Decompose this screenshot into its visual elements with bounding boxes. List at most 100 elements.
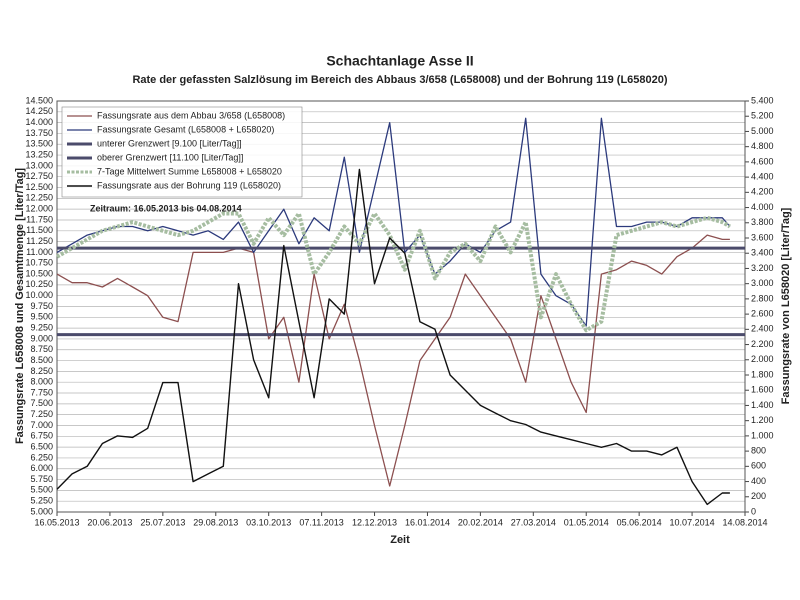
y-tick-label: 10.500	[25, 268, 53, 278]
y-tick-label: 13.500	[25, 139, 53, 149]
x-tick-label: 27.03.2014	[511, 517, 556, 527]
legend-label: oberer Grenzwert [11.100 [Liter/Tag]]	[97, 152, 243, 162]
y-tick-label: 6.500	[30, 441, 53, 451]
y2-tick-label: 3.600	[751, 232, 774, 242]
y-tick-label: 7.750	[30, 387, 53, 397]
chart-subtitle: Rate der gefassten Salzlösung im Bereich…	[132, 74, 667, 86]
x-tick-label: 20.02.2014	[458, 517, 503, 527]
y-tick-label: 10.750	[25, 258, 53, 268]
y2-tick-label: 1.800	[751, 369, 774, 379]
y-tick-label: 8.250	[30, 366, 53, 376]
y2-tick-label: 1.600	[751, 385, 774, 395]
x-tick-label: 01.05.2014	[564, 517, 609, 527]
y-axis-label: Fassungsrate L658008 und Gesamtmenge [Li…	[14, 168, 26, 444]
y2-tick-label: 5.400	[751, 95, 774, 105]
y-tick-label: 10.250	[25, 279, 53, 289]
y-tick-label: 9.000	[30, 333, 53, 343]
x-tick-label: 14.08.2014	[722, 517, 767, 527]
y2-tick-label: 400	[751, 476, 766, 486]
x-axis-label: Zeit	[390, 534, 410, 546]
legend-box	[61, 106, 303, 198]
y-tick-label: 12.750	[25, 171, 53, 181]
y2-tick-label: 200	[751, 491, 766, 501]
series-line	[56, 117, 731, 327]
y2-tick-label: 2.200	[751, 339, 774, 349]
series-line	[56, 234, 730, 487]
x-tick-label: 16.01.2014	[405, 517, 450, 527]
y-tick-label: 5.500	[30, 485, 53, 495]
y2-tick-label: 5.200	[751, 111, 774, 121]
y-tick-label: 9.500	[30, 312, 53, 322]
y2-tick-label: 4.400	[751, 171, 774, 181]
y-tick-label: 11.000	[26, 247, 53, 257]
y-tick-label: 5.750	[30, 474, 53, 484]
y-tick-label: 8.000	[30, 377, 53, 387]
x-tick-label: 25.07.2013	[140, 517, 185, 527]
y-tick-label: 12.000	[25, 204, 53, 214]
y-tick-label: 13.750	[25, 128, 53, 138]
y-tick-label: 8.500	[30, 355, 53, 365]
y2-axis-label: Fassungsrate von L658020 [Liter/Tag]	[780, 207, 792, 404]
y2-tick-label: 2.400	[751, 324, 774, 334]
x-tick-label: 20.06.2013	[87, 517, 132, 527]
legend-label: Fassungsrate Gesamt (L658008 + L658020)	[97, 124, 274, 134]
y-tick-label: 13.250	[25, 149, 53, 159]
y-tick-label: 14.000	[25, 117, 53, 127]
series-line	[56, 211, 731, 333]
y-tick-label: 7.500	[30, 398, 53, 408]
x-tick-label: 10.07.2014	[670, 517, 715, 527]
y-tick-label: 9.250	[30, 323, 53, 333]
y2-tick-label: 600	[751, 461, 766, 471]
y-tick-label: 8.750	[30, 344, 53, 354]
x-tick-label: 03.10.2013	[246, 517, 291, 527]
chart-title: Schachtanlage Asse II	[326, 53, 473, 69]
y-tick-label: 5.000	[30, 506, 53, 516]
y-tick-label: 12.500	[25, 182, 53, 192]
legend-label: unterer Grenzwert [9.100 [Liter/Tag]]	[97, 138, 242, 148]
y-tick-label: 7.250	[30, 409, 53, 419]
legend-label: 7-Tage Mittelwert Summe L658008 + L65802…	[97, 166, 282, 176]
y-tick-label: 11.750	[26, 214, 53, 224]
y-tick-label: 12.250	[25, 193, 53, 203]
y2-tick-label: 1.000	[751, 430, 774, 440]
y2-tick-label: 2.600	[751, 308, 774, 318]
y2-tick-label: 5.000	[751, 126, 774, 136]
x-tick-label: 07.11.2013	[299, 517, 343, 527]
y-tick-label: 11.500	[26, 225, 53, 235]
x-tick-label: 05.06.2014	[617, 517, 662, 527]
x-tick-label: 12.12.2013	[352, 517, 397, 527]
x-tick-label: 16.05.2013	[34, 517, 79, 527]
y-tick-label: 11.250	[26, 236, 53, 246]
y2-tick-label: 3.000	[751, 278, 774, 288]
y2-tick-label: 1.400	[751, 400, 774, 410]
y-tick-label: 14.500	[25, 95, 53, 105]
y-tick-label: 6.250	[30, 452, 53, 462]
y2-tick-label: 4.800	[751, 141, 774, 151]
y2-tick-label: 3.400	[751, 248, 774, 258]
legend-label: Fassungsrate aus der Bohrung 119 (L65802…	[97, 180, 281, 190]
y-tick-label: 9.750	[30, 301, 53, 311]
y-tick-label: 6.000	[30, 463, 53, 473]
y2-tick-label: 2.800	[751, 293, 774, 303]
y2-tick-label: 4.600	[751, 156, 774, 166]
series-line	[56, 168, 730, 506]
y-tick-label: 5.250	[30, 496, 53, 506]
y-tick-label: 13.000	[25, 160, 53, 170]
y2-tick-label: 3.200	[751, 263, 774, 273]
annotation: Zeitraum: 16.05.2013 bis 04.08.2014	[90, 203, 242, 213]
y2-tick-label: 800	[751, 445, 766, 455]
plot-frame	[56, 100, 746, 513]
y-tick-label: 14.250	[25, 106, 53, 116]
y-tick-label: 10.000	[25, 290, 53, 300]
y2-tick-label: 1.200	[751, 415, 774, 425]
y2-tick-label: 3.800	[751, 217, 774, 227]
y2-tick-label: 0	[751, 506, 756, 516]
y-tick-label: 6.750	[30, 431, 53, 441]
y2-tick-label: 2.000	[751, 354, 774, 364]
x-tick-label: 29.08.2013	[193, 517, 238, 527]
y2-tick-label: 4.000	[751, 202, 774, 212]
y-tick-label: 7.000	[30, 420, 53, 430]
legend-label: Fassungsrate aus dem Abbau 3/658 (L65800…	[97, 110, 285, 120]
